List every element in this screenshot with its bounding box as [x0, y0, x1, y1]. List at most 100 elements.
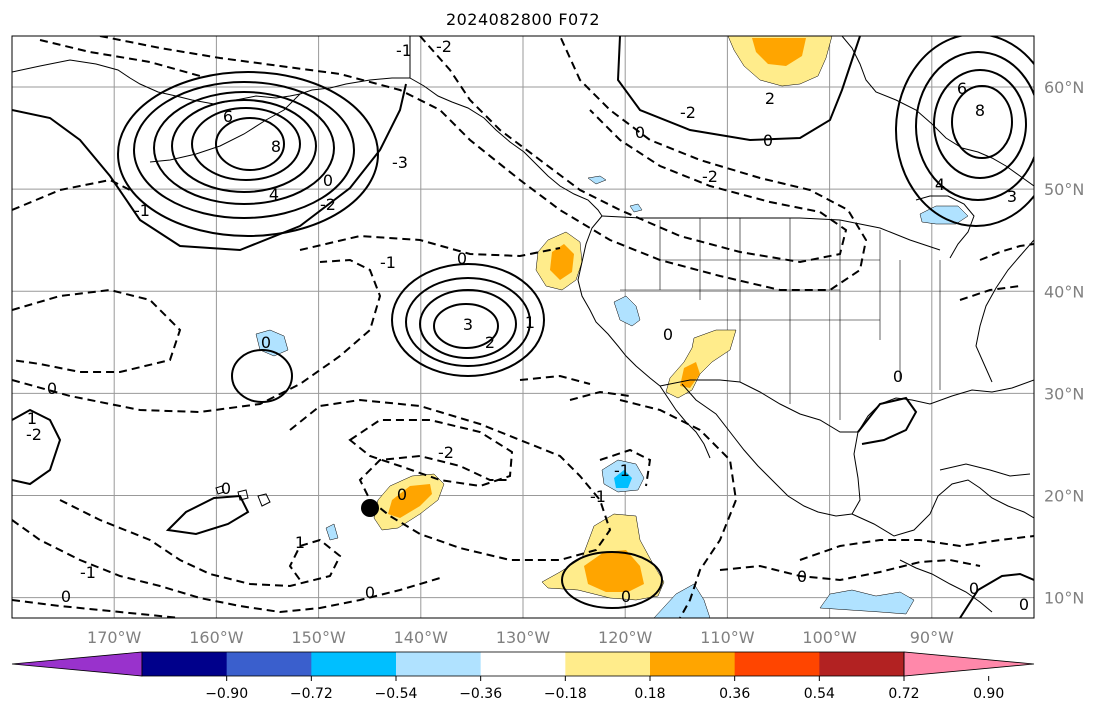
- contour-label: -2: [26, 425, 42, 444]
- hawaii-islands: [215, 485, 271, 507]
- lon-tick-label: 170°W: [87, 628, 142, 647]
- colorbar-bin: [819, 652, 905, 676]
- contour-neg-8: [59, 499, 342, 588]
- contour-label: -2: [436, 37, 452, 56]
- lon-tick-label: 150°W: [291, 628, 346, 647]
- contour-high-3: [153, 91, 335, 205]
- contour-neg-7: [348, 419, 514, 488]
- colorbar-bin: [734, 652, 820, 676]
- contour-label: -2: [438, 443, 454, 462]
- lat-tick-label: 10°N: [1044, 589, 1084, 608]
- contour-label: 1: [27, 409, 37, 428]
- contour-high-5: [191, 107, 301, 181]
- colorbar-label: 0.18: [634, 686, 665, 702]
- contour-label: -3: [392, 153, 408, 172]
- contour-center-4: [433, 303, 499, 349]
- cuba: [939, 463, 1031, 477]
- contour-neg-16: [39, 39, 201, 77]
- contour-neg-9: [12, 519, 441, 614]
- contour-label: -1: [134, 201, 150, 220]
- positive-patch-hawaii-core: [388, 484, 432, 518]
- contour-neg-12: [519, 374, 631, 401]
- negative-patch-tropic-core: [614, 470, 632, 488]
- contour-label: 0: [221, 479, 231, 498]
- gridlines: [12, 36, 1034, 618]
- lat-tick-label: 60°N: [1044, 78, 1084, 97]
- negative-patch-se: [819, 589, 915, 615]
- map-title: 2024082800 F072: [445, 10, 601, 29]
- contour-label: 0: [365, 583, 375, 602]
- colorbar-label: −0.18: [544, 686, 587, 702]
- contour-label: 0: [323, 171, 333, 190]
- contour-neg-4: [12, 288, 182, 373]
- contour-label: 0: [763, 131, 773, 150]
- contours-solid: [12, 36, 1034, 618]
- colorbar-label: −0.72: [290, 686, 333, 702]
- contour-label: 8: [271, 137, 281, 156]
- contour-label: -1: [380, 253, 396, 272]
- us-mexico-border: [659, 379, 858, 433]
- lon-tick-label: 140°W: [394, 628, 449, 647]
- contour-east-2: [915, 51, 1034, 201]
- positive-patch-gulf-core: [752, 38, 806, 66]
- colorbar-extend-min: [11, 651, 143, 677]
- contours-dashed: [12, 36, 1034, 618]
- positive-patch-mexico-core: [584, 550, 644, 592]
- contour-label: 0: [61, 587, 71, 606]
- contour-label: 0: [261, 333, 271, 352]
- yucatan-coast: [851, 479, 1034, 537]
- colorbar-labels: −0.90 −0.72 −0.54 −0.36 −0.18 0.18 0.36 0.54 0.7…: [205, 676, 1004, 702]
- latitude-labels: 10°N 20°N 30°N 40°N 50°N 60°N: [1044, 78, 1084, 608]
- contour-label: 0: [663, 325, 673, 344]
- contour-center-1: [391, 263, 545, 377]
- lat-tick-label: 50°N: [1044, 180, 1084, 199]
- contour-label: 0: [969, 579, 979, 598]
- storm-marker: [361, 499, 379, 517]
- longitude-labels: 170°W 160°W 150°W 140°W 130°W 120°W 110°W 100°W…: [87, 628, 954, 647]
- lon-tick-label: 130°W: [496, 628, 551, 647]
- contour-label: 6: [957, 79, 967, 98]
- colorbar-label: −0.90: [205, 686, 248, 702]
- gulf-alaska-coast: [409, 77, 603, 217]
- contour-neg-11: [719, 558, 981, 582]
- negative-patch-baja: [613, 295, 641, 327]
- lon-tick-label: 160°W: [189, 628, 244, 647]
- contour-label: 0: [457, 249, 467, 268]
- map-frame: [11, 35, 1035, 619]
- contour-label: 2: [765, 89, 775, 108]
- contour-neg-10: [619, 399, 738, 618]
- hudson-bay: [915, 195, 975, 259]
- negative-patch-sw: [653, 583, 711, 618]
- contour-east-1: [895, 36, 1034, 227]
- contour-label: -2: [320, 195, 336, 214]
- contour-gulf-ridge: [616, 36, 861, 142]
- contour-label: -1: [80, 563, 96, 582]
- colorbar-label: 0.90: [973, 686, 1004, 702]
- lon-tick-label: 100°W: [802, 628, 857, 647]
- east-coast: [975, 239, 1034, 383]
- contour-label: -1: [396, 41, 412, 60]
- lat-tick-label: 40°N: [1044, 282, 1084, 301]
- us-west-coast: [577, 215, 661, 387]
- contour-label: -2: [680, 103, 696, 122]
- gulf-of-mexico-coast: [851, 379, 1034, 515]
- colorbar: [11, 651, 1035, 677]
- contour-label: -1: [590, 487, 606, 506]
- contour-label: 4: [935, 175, 945, 194]
- states-grid-1: [620, 218, 941, 420]
- contour-label: 6: [223, 107, 233, 126]
- colorbar-bin: [311, 652, 397, 676]
- contour-label: 0: [1019, 595, 1029, 614]
- lat-tick-label: 30°N: [1044, 384, 1084, 403]
- colorbar-bin: [142, 652, 228, 676]
- lat-tick-label: 20°N: [1044, 486, 1084, 505]
- contour-label: 0: [635, 123, 645, 142]
- colorbar-bin: [480, 652, 566, 676]
- negative-patch-small3: [325, 523, 339, 541]
- shaded-anomalies: [255, 36, 969, 618]
- contour-gulf-small: [857, 396, 918, 445]
- contour-label: 4: [269, 185, 279, 204]
- contour-label: -1: [614, 461, 630, 480]
